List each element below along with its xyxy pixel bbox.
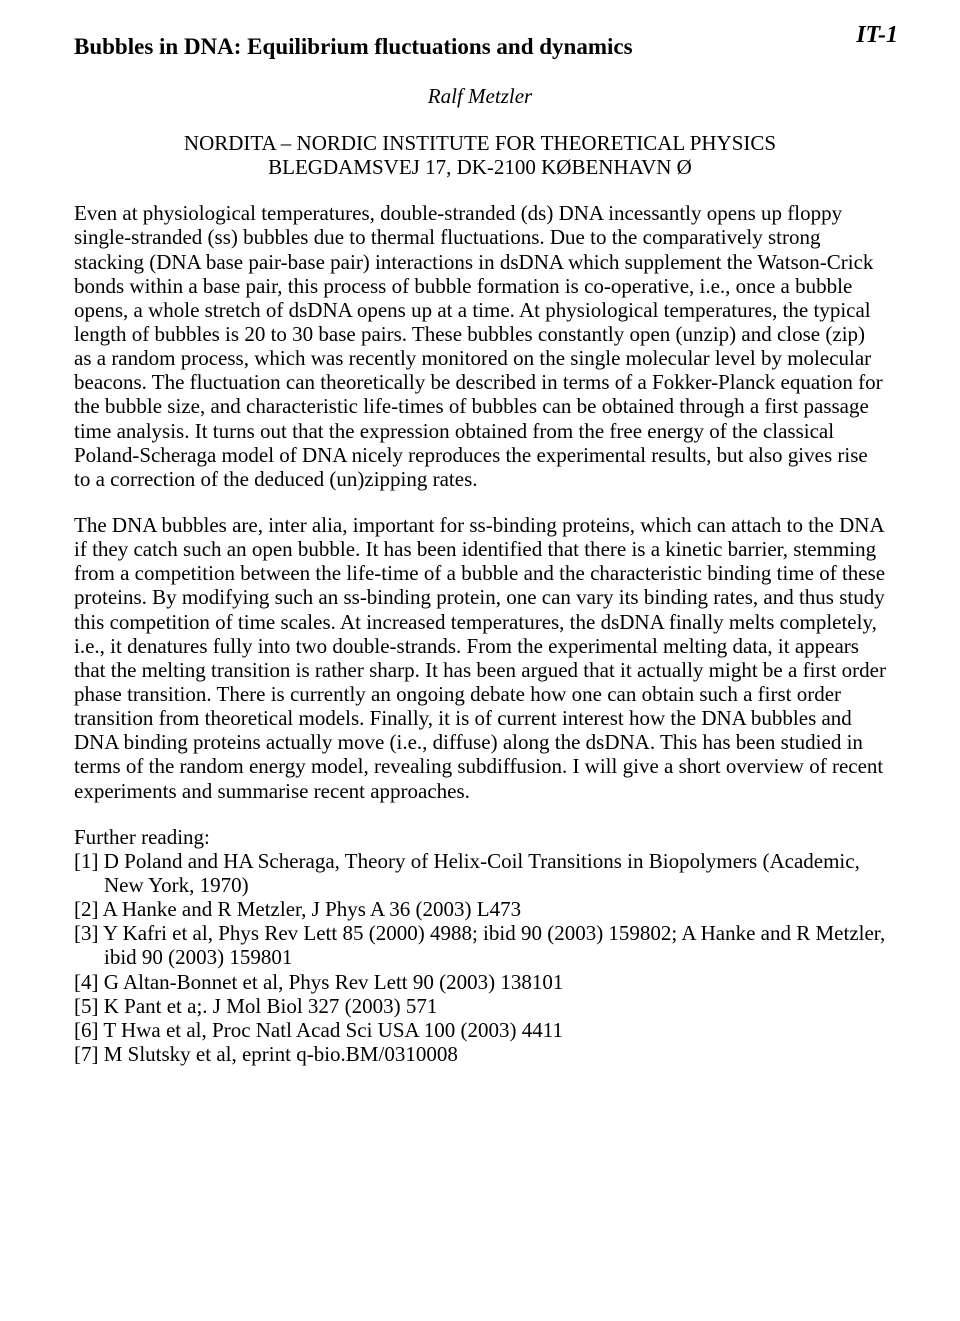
abstract-paragraph-2b: transition from theoretical models. Fina… (74, 706, 883, 802)
reference-item: [7] M Slutsky et al, eprint q-bio.BM/031… (74, 1042, 886, 1066)
reference-item: [6] T Hwa et al, Proc Natl Acad Sci USA … (74, 1018, 886, 1042)
reference-item: [1] D Poland and HA Scheraga, Theory of … (74, 849, 886, 897)
reference-item: [5] K Pant et a;. J Mol Biol 327 (2003) … (74, 994, 886, 1018)
references-section: Further reading: [1] D Poland and HA Sch… (74, 825, 886, 1066)
affiliation-line-1: NORDITA – NORDIC INSTITUTE FOR THEORETIC… (184, 131, 776, 155)
document-page: IT-1 Bubbles in DNA: Equilibrium fluctua… (0, 0, 960, 1321)
affiliation-line-2: BLEGDAMSVEJ 17, DK-2100 KØBENHAVN Ø (268, 155, 692, 179)
affiliation: NORDITA – NORDIC INSTITUTE FOR THEORETIC… (74, 131, 886, 179)
reference-item: [3] Y Kafri et al, Phys Rev Lett 85 (200… (74, 921, 886, 969)
abstract-paragraph-2a: The DNA bubbles are, inter alia, importa… (74, 513, 886, 706)
abstract-paragraph-2: The DNA bubbles are, inter alia, importa… (74, 513, 886, 803)
page-identifier: IT-1 (856, 22, 898, 49)
reference-item: [2] A Hanke and R Metzler, J Phys A 36 (… (74, 897, 886, 921)
page-title: Bubbles in DNA: Equilibrium fluctuations… (74, 30, 886, 60)
author-name: Ralf Metzler (74, 84, 886, 109)
further-reading-label: Further reading: (74, 825, 886, 849)
reference-item: [4] G Altan-Bonnet et al, Phys Rev Lett … (74, 970, 886, 994)
abstract-paragraph-1: Even at physiological temperatures, doub… (74, 201, 886, 491)
